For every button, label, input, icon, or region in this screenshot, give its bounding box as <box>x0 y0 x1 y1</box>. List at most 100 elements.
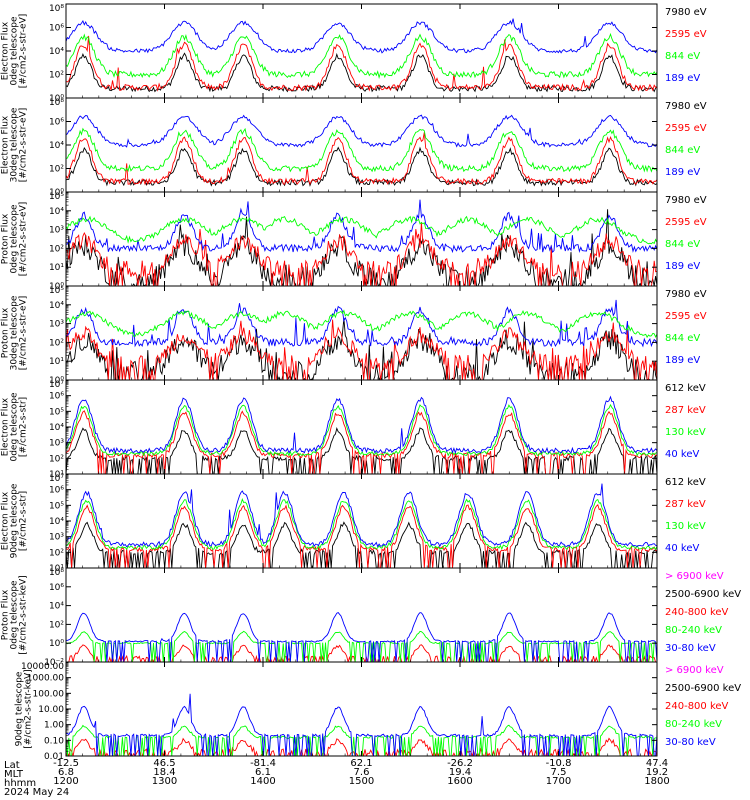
legend-entry: 2500-6900 keV <box>665 683 741 694</box>
legend-entry: 844 eV <box>665 51 700 62</box>
legend-entry: 189 eV <box>665 73 700 84</box>
y-tick-label: 1.00 <box>44 721 64 731</box>
y-axis-label-line: TED <box>0 136 2 155</box>
legend-entry: 80-240 keV <box>665 625 722 636</box>
x-tick-label: 7.5 <box>551 767 567 778</box>
panel-8: 0.01 0.10 1.00 10.00 100.00 1000.00 10000.0090… <box>15 661 741 762</box>
y-axis-label-line: Electron Flux <box>1 491 11 550</box>
legend-entry: 189 eV <box>665 355 700 366</box>
legend-entry: 189 eV <box>665 167 700 178</box>
series-trace-3 <box>66 693 657 756</box>
x-tick-label: 1400 <box>250 776 275 787</box>
x-tick-label: 1200 <box>53 776 78 787</box>
y-tick-label: 10⁴ <box>49 301 64 311</box>
series-trace-3 <box>66 497 657 551</box>
y-tick-label: 10⁴ <box>49 47 64 57</box>
panel-traces <box>66 612 657 662</box>
y-axis-label-line: 30deg telescope <box>10 107 20 182</box>
series-trace-1 <box>66 146 657 187</box>
legend-entry: 7980 eV <box>665 101 707 112</box>
x-tick-label: 1300 <box>152 776 177 787</box>
y-tick-label: 10² <box>49 71 64 81</box>
y-tick-label: 10² <box>49 620 64 630</box>
x-tick-label: -26.2 <box>447 758 473 769</box>
y-tick-label: 10² <box>49 244 64 254</box>
y-tick-label: 10000.00 <box>21 662 64 672</box>
y-axis-label-line: [#/cm2-s-str-eV] <box>19 202 29 277</box>
y-axis-label-line: TED <box>0 230 2 249</box>
y-tick-label: 10⁷ <box>49 380 64 390</box>
panel-5: 10¹ 10² 10³ 10⁴ 10⁵ 10⁶ 10⁷ MEPEDElectron Flux0… <box>0 379 706 480</box>
series-trace-4 <box>66 309 657 339</box>
y-tick-label: 10⁴ <box>49 423 64 433</box>
legend-entry: 2595 eV <box>665 311 707 322</box>
panel-traces <box>66 483 657 568</box>
y-axis-label-line: Proton Flux <box>1 213 11 264</box>
y-tick-label: 10⁵ <box>49 407 64 417</box>
series-trace-2 <box>66 410 657 474</box>
y-tick-label: 10⁰ <box>49 376 64 386</box>
legend-entry: 30-80 keV <box>665 643 716 654</box>
legend-entry: 30-80 keV <box>665 737 716 748</box>
legend-entry: 2595 eV <box>665 217 707 228</box>
y-tick-label: 100.00 <box>33 689 65 699</box>
legend-entry: 2595 eV <box>665 29 707 40</box>
legend-entry: > 6900 keV <box>665 571 724 582</box>
y-tick-label: 10.00 <box>38 705 64 715</box>
y-tick-label: 10⁶ <box>49 24 64 34</box>
series-trace-4 <box>66 483 657 548</box>
x-tick-label: -12.5 <box>53 758 79 769</box>
y-tick-label: 10² <box>49 165 64 175</box>
panel-7: 10⁻² 10⁰ 10² 10⁴ 10⁶ 10⁸ MEPEDProton Flux0deg … <box>0 567 741 668</box>
x-tick-label: 18.4 <box>153 767 175 778</box>
y-axis-label-line: MEPED <box>0 411 2 443</box>
y-tick-label: 10² <box>49 338 64 348</box>
y-tick-label: 10⁶ <box>49 118 64 128</box>
legend-entry: 7980 eV <box>665 289 707 300</box>
panel-traces <box>66 199 657 286</box>
y-tick-label: 10³ <box>49 226 64 236</box>
legend-entry: 7980 eV <box>665 195 707 206</box>
series-trace-1 <box>66 52 657 93</box>
y-axis-label-line: Electron Flux <box>1 21 11 80</box>
series-trace-3 <box>66 299 657 348</box>
series-trace-4 <box>66 18 657 54</box>
y-tick-label: 0.01 <box>44 752 64 762</box>
legend-entry: 189 eV <box>665 261 700 272</box>
y-tick-label: 0.10 <box>44 736 64 746</box>
y-axis-label-line: 90deg telescope <box>15 671 25 746</box>
y-tick-label: 10³ <box>49 533 64 543</box>
series-trace-3 <box>66 403 657 457</box>
y-tick-label: 10⁴ <box>49 141 64 151</box>
legend-entry: > 6900 keV <box>665 665 724 676</box>
y-axis-label-line: Proton Flux <box>1 589 11 640</box>
y-tick-label: 10⁸ <box>49 98 64 108</box>
x-tick-label: 6.1 <box>255 767 271 778</box>
series-trace-3 <box>66 612 657 662</box>
y-tick-label: 10⁵ <box>49 286 64 296</box>
y-axis-label-line: Electron Flux <box>1 115 11 174</box>
y-tick-label: 10⁸ <box>49 4 64 14</box>
y-tick-label: 10⁻² <box>44 658 64 668</box>
legend-entry: 287 keV <box>665 499 706 510</box>
legend-entry: 612 keV <box>665 383 706 394</box>
y-tick-label: 10⁴ <box>49 207 64 217</box>
series-trace-2 <box>66 319 657 380</box>
panel-6: 10¹ 10² 10³ 10⁴ 10⁵ 10⁶ 10⁷ MEPEDElectron Flux9… <box>0 473 706 574</box>
y-tick-label: 10¹ <box>49 564 64 574</box>
x-tick-label: 62.1 <box>350 758 372 769</box>
y-axis-label-line: 0deg telescope <box>10 204 20 274</box>
y-axis-label-line: [#/cm2-s-str-keV] <box>24 669 34 748</box>
series-trace-4 <box>66 215 657 245</box>
y-tick-label: 10⁶ <box>49 583 64 593</box>
series-trace-4 <box>66 114 657 148</box>
y-axis-label-line: 30deg telescope <box>10 295 20 370</box>
legend-entry: 240-800 keV <box>665 607 729 618</box>
panel-traces <box>66 395 657 474</box>
series-trace-2 <box>66 222 657 286</box>
